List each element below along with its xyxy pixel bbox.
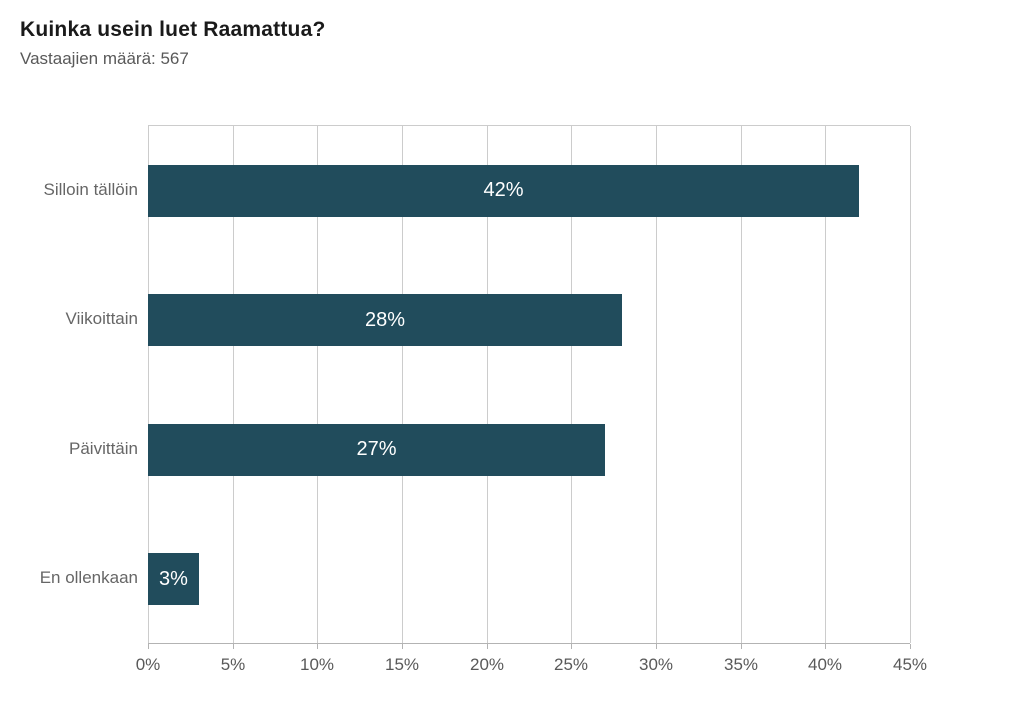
x-tick-label: 5% — [220, 655, 246, 674]
bar: 27% — [148, 423, 605, 476]
x-tick-label: 20% — [469, 655, 505, 674]
gridline — [741, 126, 742, 643]
chart-title: Kuinka usein luet Raamattua? — [20, 18, 326, 41]
tick-mark — [741, 644, 742, 649]
gridline — [656, 126, 657, 643]
gridline — [487, 126, 488, 643]
bar-value-label: 27% — [356, 438, 397, 461]
bar-value-label: 42% — [483, 179, 524, 202]
bar: 3% — [148, 553, 199, 606]
gridline — [571, 126, 572, 643]
x-tick-label: 10% — [299, 655, 335, 674]
gridline — [233, 126, 234, 643]
x-tick-label: 15% — [384, 655, 420, 674]
x-tick-label: 35% — [723, 655, 759, 674]
x-tick-label: 40% — [807, 655, 843, 674]
bar-value-label: 28% — [364, 308, 406, 331]
gridline — [910, 126, 911, 643]
gridline — [825, 126, 826, 643]
tick-mark — [317, 644, 318, 649]
tick-mark — [148, 644, 149, 649]
tick-mark — [402, 644, 403, 649]
bar-value-label: 3% — [159, 567, 188, 590]
x-tick-label: 45% — [892, 655, 928, 674]
tick-mark — [656, 644, 657, 649]
tick-mark — [487, 644, 488, 649]
bar: 28% — [148, 294, 622, 347]
tick-mark — [571, 644, 572, 649]
category-label: Viikoittain — [65, 309, 138, 329]
x-axis-line — [148, 643, 910, 644]
x-tick-label: 30% — [638, 655, 674, 674]
tick-mark — [910, 644, 911, 649]
gridline — [148, 126, 149, 643]
x-tick-label: 25% — [553, 655, 589, 674]
category-label: Päivittäin — [69, 438, 138, 458]
bar: 42% — [148, 164, 859, 217]
gridline — [317, 126, 318, 643]
tick-mark — [825, 644, 826, 649]
chart-subtitle: Vastaajien määrä: 567 — [20, 49, 189, 68]
x-tick-label: 0% — [135, 655, 161, 674]
category-label: Silloin tällöin — [43, 179, 139, 199]
plot-area: 42% 28% 27% 3% — [148, 125, 911, 649]
tick-mark — [233, 644, 234, 649]
category-label: En ollenkaan — [39, 568, 138, 588]
gridline — [402, 126, 403, 643]
